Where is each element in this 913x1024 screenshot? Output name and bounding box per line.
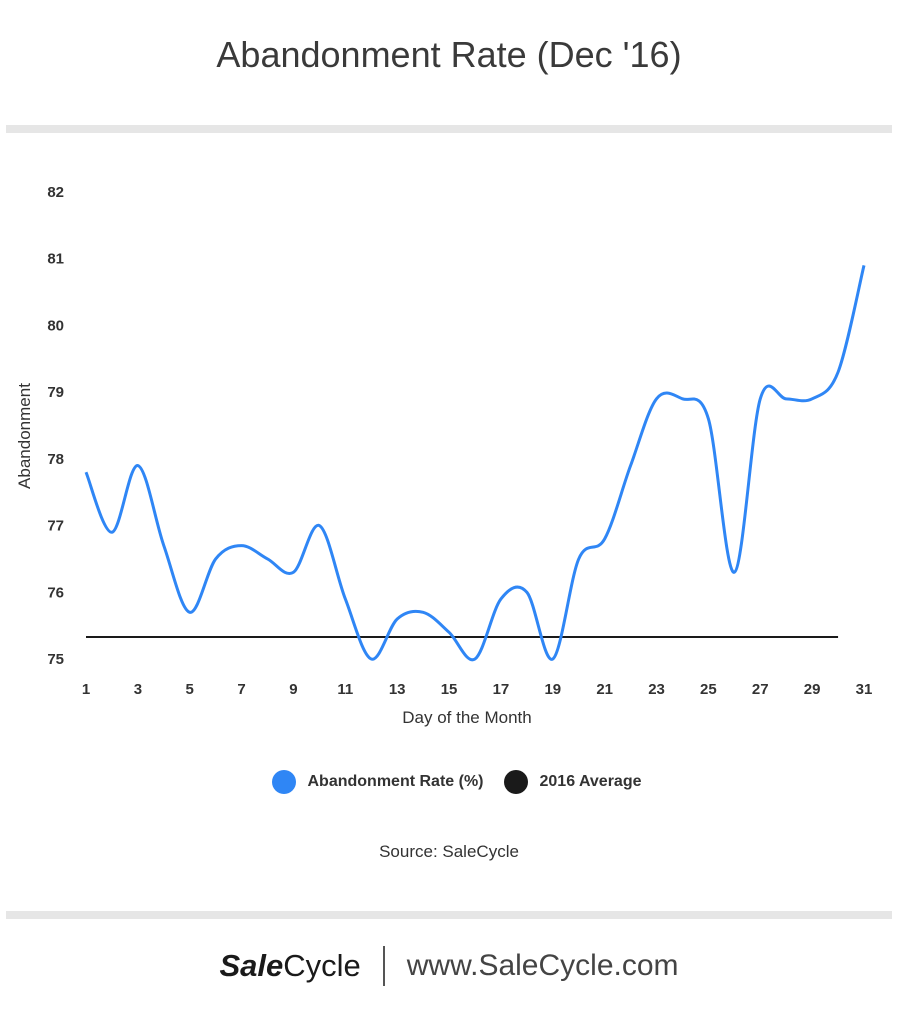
data-point-day-15[interactable] — [445, 628, 453, 636]
data-point-day-17[interactable] — [497, 595, 505, 603]
x-tick-label: 13 — [389, 681, 406, 698]
footer: SaleCycle www.SaleCycle.com — [0, 946, 898, 986]
data-point-day-2[interactable] — [108, 528, 116, 536]
x-tick-label: 27 — [752, 681, 769, 698]
data-point-day-30[interactable] — [834, 368, 842, 376]
legend-marker-abandonment-rate — [271, 770, 296, 794]
data-point-day-14[interactable] — [419, 608, 427, 616]
y-tick-label: 80 — [47, 317, 64, 334]
x-tick-label: 3 — [134, 681, 142, 698]
x-tick-label: 15 — [441, 681, 458, 698]
x-tick-label: 23 — [648, 681, 665, 698]
data-point-day-31[interactable] — [860, 261, 868, 269]
data-point-day-22[interactable] — [627, 462, 635, 470]
source-note: Source: SaleCycle — [379, 842, 519, 861]
x-axis-ticks: 1 3 5 7 9 11 13 15 17 19 21 23 25 27 29 31 — [82, 681, 873, 698]
x-tick-label: 1 — [82, 681, 90, 698]
chart-title: Abandonment Rate (Dec '16) — [216, 34, 682, 75]
data-point-day-10[interactable] — [315, 522, 323, 530]
data-point-day-6[interactable] — [212, 555, 220, 563]
top-divider — [6, 125, 892, 133]
data-point-day-9[interactable] — [289, 568, 297, 576]
data-point-day-23[interactable] — [653, 395, 661, 403]
data-point-day-27[interactable] — [756, 395, 764, 403]
x-tick-label: 11 — [337, 681, 353, 698]
data-point-day-16[interactable] — [471, 655, 479, 663]
series-line-abandonment-rate — [84, 265, 866, 662]
legend: Abandonment Rate (%) 2016 Average — [0, 770, 913, 794]
footer-url[interactable]: www.SaleCycle.com — [406, 949, 679, 982]
y-tick-label: 78 — [47, 451, 64, 468]
x-tick-label: 31 — [856, 681, 873, 698]
legend-marker-2016-average — [503, 770, 528, 794]
x-tick-label: 25 — [700, 681, 717, 698]
x-tick-label: 17 — [493, 681, 510, 698]
data-point-day-12[interactable] — [367, 655, 375, 663]
x-tick-label: 29 — [804, 681, 821, 698]
data-point-day-11[interactable] — [341, 595, 349, 603]
y-axis-title: Abandonment — [15, 383, 34, 489]
x-tick-label: 9 — [289, 681, 297, 698]
y-axis-ticks: 75 76 77 78 79 80 81 82 — [47, 184, 64, 668]
y-tick-label: 75 — [47, 651, 64, 668]
legend-item-abandonment-rate[interactable]: Abandonment Rate (%) — [271, 770, 484, 794]
x-tick-label: 5 — [186, 681, 194, 698]
x-tick-label: 19 — [544, 681, 561, 698]
data-point-day-19[interactable] — [549, 655, 557, 663]
logo-sale: Sale — [219, 948, 284, 983]
y-tick-label: 77 — [47, 518, 64, 535]
series-layer — [82, 261, 868, 663]
data-point-day-21[interactable] — [601, 535, 609, 543]
data-point-day-25[interactable] — [704, 415, 712, 423]
legend-item-2016-average[interactable]: 2016 Average — [503, 770, 642, 794]
footer-divider — [382, 946, 385, 986]
x-tick-label: 7 — [237, 681, 245, 698]
x-axis-title: Day of the Month — [402, 708, 531, 727]
data-point-day-28[interactable] — [782, 395, 790, 403]
data-point-day-7[interactable] — [238, 542, 246, 550]
data-point-day-4[interactable] — [160, 542, 168, 550]
data-point-day-24[interactable] — [678, 395, 686, 403]
data-point-day-26[interactable] — [730, 568, 738, 576]
data-point-day-20[interactable] — [575, 555, 583, 563]
y-tick-label: 79 — [47, 384, 64, 401]
data-point-day-8[interactable] — [264, 555, 272, 563]
bottom-divider — [6, 911, 892, 919]
y-tick-label: 82 — [47, 184, 64, 201]
data-point-day-1[interactable] — [82, 468, 90, 476]
data-point-day-3[interactable] — [134, 462, 142, 470]
logo-cycle: Cycle — [283, 948, 361, 983]
y-tick-label: 76 — [47, 584, 64, 601]
salecycle-logo[interactable]: SaleCycle — [219, 948, 360, 984]
legend-label-2016-average: 2016 Average — [539, 773, 642, 790]
y-tick-label: 81 — [47, 251, 64, 268]
x-tick-label: 21 — [596, 681, 613, 698]
data-point-day-13[interactable] — [393, 615, 401, 623]
data-point-day-29[interactable] — [808, 395, 816, 403]
legend-label-abandonment-rate: Abandonment Rate (%) — [307, 773, 484, 790]
data-point-day-5[interactable] — [186, 608, 194, 616]
data-point-day-18[interactable] — [523, 588, 531, 596]
